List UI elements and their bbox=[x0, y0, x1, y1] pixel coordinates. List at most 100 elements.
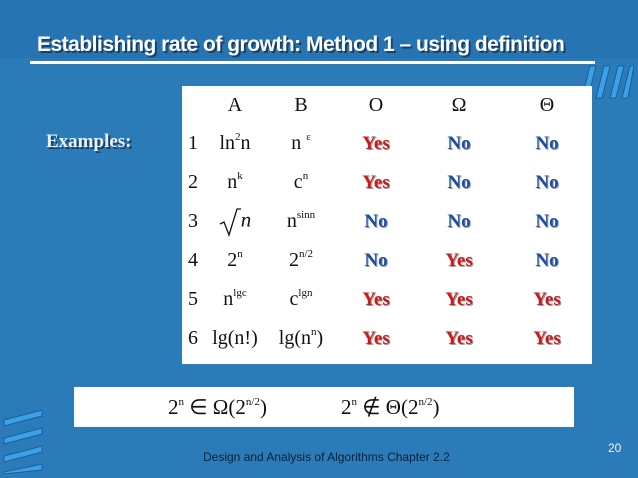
cell-b: cn bbox=[266, 163, 336, 202]
cell-omega: Yes bbox=[445, 327, 473, 349]
cell-b-base: 2 bbox=[288, 249, 299, 271]
table-row: 1 ln2n n ε Yes No No bbox=[182, 124, 592, 163]
formula-left-base: 2 bbox=[168, 395, 179, 419]
header-a: A bbox=[227, 93, 243, 116]
cell-b-base: c bbox=[289, 288, 299, 310]
footer-text: Design and Analysis of Algorithms Chapte… bbox=[203, 450, 450, 464]
row-index: 3 bbox=[188, 210, 198, 232]
cell-big-o: No bbox=[364, 249, 388, 271]
cell-a-base: 2 bbox=[227, 249, 238, 271]
omega-open: Ω(2 bbox=[212, 395, 246, 419]
cell-theta: No bbox=[535, 132, 559, 154]
row-index: 4 bbox=[188, 249, 198, 271]
cell-a: lg(n!) bbox=[204, 319, 266, 358]
cell-b-exponent: n bbox=[302, 170, 309, 183]
cell-omega: No bbox=[447, 171, 471, 193]
growth-table: A B O Ω Θ 1 ln2n n ε Yes No No 2 bbox=[182, 86, 592, 358]
title-underline bbox=[30, 61, 595, 64]
cell-a: ln2n bbox=[204, 124, 266, 163]
table-row: 6 lg(n!) lg(nn) Yes Yes Yes bbox=[182, 319, 592, 358]
cell-a-exponent: 2 bbox=[235, 131, 241, 144]
cell-b: 2n/2 bbox=[266, 241, 336, 280]
formula-left-exponent: n bbox=[178, 396, 185, 408]
cell-a: 2n bbox=[204, 241, 266, 280]
cell-theta: No bbox=[535, 210, 559, 232]
title-band bbox=[0, 0, 638, 58]
header-omega: Ω bbox=[451, 93, 467, 116]
row-index: 5 bbox=[188, 288, 198, 310]
table-header-row: A B O Ω Θ bbox=[182, 86, 592, 124]
formula-box: 2n ∈ Ω(2n/2) 2n ∉ Θ(2n/2) bbox=[74, 387, 574, 427]
cell-b-base: n bbox=[291, 132, 302, 154]
table-row: 3 n nsinn No No No bbox=[182, 202, 592, 241]
square-root: n bbox=[219, 207, 252, 237]
cell-b-base: n bbox=[286, 210, 297, 232]
header-index bbox=[182, 86, 204, 124]
cell-a-exponent: n bbox=[237, 248, 243, 261]
cell-theta: Yes bbox=[533, 327, 561, 349]
cell-b-base: lg(n bbox=[278, 327, 312, 349]
radical-sign-icon bbox=[219, 207, 241, 237]
cell-b: lg(nn) bbox=[266, 319, 336, 358]
cell-b-exponent: lgn bbox=[298, 287, 313, 300]
row-index: 6 bbox=[188, 327, 198, 349]
cell-a-exponent: lgc bbox=[233, 287, 247, 300]
cell-omega: No bbox=[447, 210, 471, 232]
cell-big-o: Yes bbox=[362, 288, 390, 310]
omega-close: ) bbox=[259, 395, 267, 419]
table-row: 5 nlgc clgn Yes Yes Yes bbox=[182, 280, 592, 319]
cell-omega: No bbox=[447, 132, 471, 154]
cell-a-base: lg(n!) bbox=[212, 327, 258, 349]
cell-theta: No bbox=[535, 249, 559, 271]
cell-omega: Yes bbox=[445, 249, 473, 271]
examples-label: Examples: bbox=[46, 131, 132, 152]
cell-b: clgn bbox=[266, 280, 336, 319]
page-number: 20 bbox=[608, 441, 622, 455]
cell-b: n ε bbox=[266, 124, 336, 163]
theta-open: Θ(2 bbox=[385, 395, 419, 419]
row-index: 1 bbox=[188, 132, 198, 154]
cell-b-exponent: ε bbox=[306, 131, 311, 144]
cell-theta: No bbox=[535, 171, 559, 193]
cell-a-base: n bbox=[223, 288, 234, 310]
element-of-symbol: ∈ bbox=[184, 395, 213, 419]
table-row: 4 2n 2n/2 No Yes No bbox=[182, 241, 592, 280]
header-b: B bbox=[294, 93, 308, 116]
cell-big-o: Yes bbox=[362, 171, 390, 193]
omega-formula: 2n ∈ Ω(2n/2) bbox=[168, 395, 267, 420]
cell-big-o: Yes bbox=[362, 327, 390, 349]
cell-b-base: c bbox=[293, 171, 303, 193]
cell-a-tail: n bbox=[240, 132, 251, 154]
omega-arg-exponent: n/2 bbox=[245, 396, 260, 408]
cell-a-base: n bbox=[227, 171, 238, 193]
row-index: 2 bbox=[188, 171, 198, 193]
cell-theta: Yes bbox=[533, 288, 561, 310]
cell-b-exponent: n bbox=[311, 326, 317, 339]
cell-a: n bbox=[204, 202, 266, 241]
cell-b-exponent: n/2 bbox=[298, 248, 314, 261]
formula-right-exponent: n bbox=[351, 396, 358, 408]
header-theta: Θ bbox=[539, 93, 555, 116]
table-row: 2 nk cn Yes No No bbox=[182, 163, 592, 202]
cell-a: nlgc bbox=[204, 280, 266, 319]
cell-b-exponent: sinn bbox=[296, 209, 316, 222]
cell-a-exponent: k bbox=[237, 170, 243, 183]
growth-table-container: A B O Ω Θ 1 ln2n n ε Yes No No 2 bbox=[182, 86, 592, 364]
theta-formula: 2n ∉ Θ(2n/2) bbox=[341, 395, 440, 420]
radicand: n bbox=[240, 207, 252, 232]
cell-a: nk bbox=[204, 163, 266, 202]
cell-big-o: No bbox=[364, 210, 388, 232]
stripes-decoration-icon bbox=[3, 409, 43, 474]
cell-b-tail: ) bbox=[316, 327, 324, 349]
cell-big-o: Yes bbox=[362, 132, 390, 154]
cell-b: nsinn bbox=[266, 202, 336, 241]
cell-omega: Yes bbox=[445, 288, 473, 310]
theta-arg-exponent: n/2 bbox=[418, 396, 433, 408]
slide-title: Establishing rate of growth: Method 1 – … bbox=[37, 33, 565, 56]
header-big-o: O bbox=[368, 93, 384, 116]
cell-a-base: ln bbox=[219, 132, 236, 154]
not-element-of-symbol: ∉ bbox=[357, 395, 386, 419]
theta-close: ) bbox=[432, 395, 440, 419]
formula-right-base: 2 bbox=[341, 395, 352, 419]
